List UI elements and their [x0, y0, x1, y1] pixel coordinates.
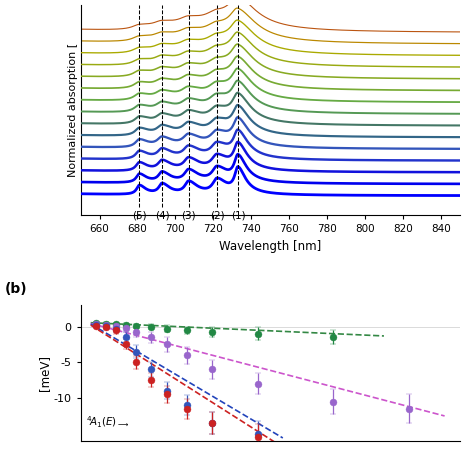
- Text: (2): (2): [210, 210, 224, 220]
- Text: (5): (5): [132, 210, 146, 220]
- X-axis label: Wavelength [nm]: Wavelength [nm]: [219, 240, 321, 253]
- Text: (3): (3): [182, 210, 196, 220]
- Text: (b): (b): [5, 282, 27, 296]
- Text: (4): (4): [155, 210, 169, 220]
- Y-axis label: [meV]: [meV]: [38, 355, 51, 391]
- Text: $^4\!A_1(E)_{\longrightarrow}$: $^4\!A_1(E)_{\longrightarrow}$: [86, 415, 129, 430]
- Text: (1): (1): [231, 210, 245, 220]
- Y-axis label: Normalized absorption [: Normalized absorption [: [68, 43, 78, 177]
